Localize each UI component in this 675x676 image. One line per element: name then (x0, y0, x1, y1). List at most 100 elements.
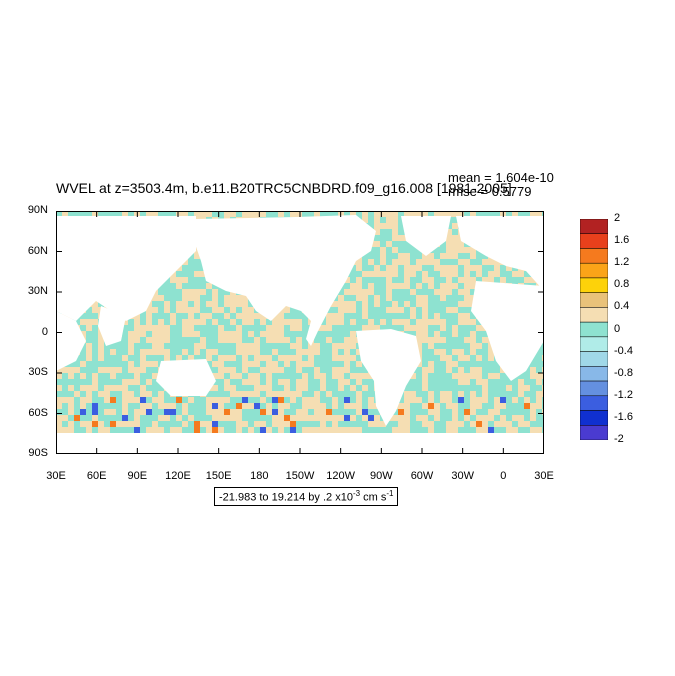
ocean-cell (206, 313, 212, 319)
ocean-cell (230, 349, 236, 355)
ocean-cell (308, 385, 314, 391)
ocean-cell (440, 361, 446, 367)
land-eurasia (56, 216, 196, 321)
ocean-cell (476, 211, 482, 217)
ocean-cell (416, 259, 422, 265)
ocean-cell (296, 403, 302, 409)
ocean-cell (152, 313, 158, 319)
ocean-cell (170, 289, 176, 295)
ocean-cell (440, 385, 446, 391)
ocean-cell (512, 271, 518, 277)
ocean-cell (128, 391, 134, 397)
ocean-cell (362, 319, 368, 325)
ocean-cell (452, 211, 458, 217)
ocean-cell (242, 403, 248, 409)
ocean-cell (80, 319, 86, 325)
ocean-cell (464, 301, 470, 307)
ocean-cell (326, 343, 332, 349)
ocean-cell (110, 349, 116, 355)
ocean-cell (434, 289, 440, 295)
ocean-cell (440, 397, 446, 403)
ocean-cell (134, 337, 140, 343)
ocean-cell (428, 301, 434, 307)
ocean-cell (482, 421, 488, 427)
ocean-cell (428, 349, 434, 355)
ocean-cell (488, 421, 494, 427)
ocean-cell (242, 409, 248, 415)
ocean-cell (170, 349, 176, 355)
ocean-cell (422, 265, 428, 271)
ocean-cell (272, 331, 278, 337)
ocean-cell (446, 235, 452, 241)
ocean-cell (296, 391, 302, 397)
ocean-cell (524, 427, 530, 433)
ocean-cell (392, 223, 398, 229)
ocean-cell (404, 319, 410, 325)
ocean-cell (212, 415, 218, 421)
ocean-cell (224, 211, 230, 217)
ocean-cell (236, 331, 242, 337)
ocean-cell (122, 367, 128, 373)
ocean-cell (62, 379, 68, 385)
ocean-cell (452, 397, 458, 403)
ocean-cell (188, 211, 194, 217)
colorbar-swatch (580, 425, 608, 440)
ocean-cell (344, 355, 350, 361)
ocean-cell (470, 325, 476, 331)
ocean-cell (218, 313, 224, 319)
ocean-cell (314, 361, 320, 367)
ocean-cell (86, 391, 92, 397)
ocean-cell (380, 229, 386, 235)
ocean-cell (464, 337, 470, 343)
ocean-cell (320, 325, 326, 331)
ocean-cell (266, 211, 272, 217)
ocean-cell (362, 217, 368, 223)
ocean-cell (446, 385, 452, 391)
ocean-cell (110, 385, 116, 391)
ocean-cell (530, 421, 536, 427)
ocean-cell (428, 295, 434, 301)
ocean-cell (290, 307, 296, 313)
ocean-cell (188, 421, 194, 427)
ocean-cell (170, 295, 176, 301)
ocean-cell (260, 355, 266, 361)
ocean-cell (236, 301, 242, 307)
ocean-cell (452, 253, 458, 259)
ocean-cell (428, 409, 434, 415)
ocean-cell (380, 289, 386, 295)
ocean-cell (140, 379, 146, 385)
ocean-cell (212, 337, 218, 343)
ocean-cell (488, 265, 494, 271)
ocean-cell (278, 337, 284, 343)
ocean-cell (362, 403, 368, 409)
ocean-cell (302, 379, 308, 385)
ocean-cell (242, 373, 248, 379)
ocean-cell (434, 379, 440, 385)
ocean-cell (434, 295, 440, 301)
ocean-cell (404, 283, 410, 289)
ocean-cell (314, 415, 320, 421)
ocean-cell (344, 385, 350, 391)
ocean-cell (134, 355, 140, 361)
ocean-cell (302, 397, 308, 403)
ocean-cell (326, 319, 332, 325)
ocean-cell (278, 373, 284, 379)
ocean-cell (446, 331, 452, 337)
colorbar-swatch (580, 292, 608, 308)
ocean-cell (164, 307, 170, 313)
ocean-cell (458, 241, 464, 247)
ocean-cell (128, 367, 134, 373)
ocean-cell (482, 349, 488, 355)
ocean-cell (182, 331, 188, 337)
ocean-cell (260, 391, 266, 397)
ocean-cell (500, 379, 506, 385)
range-text: -21.983 to 19.214 by .2 x10 (219, 491, 353, 504)
ocean-cell (368, 427, 374, 433)
ocean-cell (152, 349, 158, 355)
ocean-cell (212, 295, 218, 301)
ocean-cell (530, 211, 536, 217)
ocean-cell (134, 403, 140, 409)
ocean-cell (410, 307, 416, 313)
ocean-cell (146, 415, 152, 421)
ocean-cell (302, 367, 308, 373)
